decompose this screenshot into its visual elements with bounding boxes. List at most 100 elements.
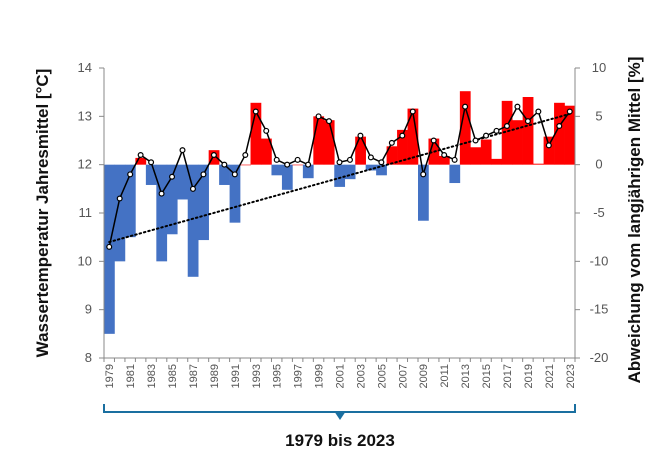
bar — [491, 158, 503, 165]
temperature-point — [545, 142, 552, 149]
x-tick-label: 2013 — [460, 364, 472, 388]
y-right-tick-label: -20 — [590, 350, 609, 365]
y-left-tick-label: 9 — [85, 302, 92, 317]
bar — [281, 164, 293, 190]
temperature-point — [472, 137, 479, 144]
x-tick-label: 2005 — [376, 364, 388, 388]
temperature-point — [231, 171, 238, 178]
y-left-tick-label: 8 — [85, 350, 92, 365]
temperature-point — [284, 161, 291, 168]
bar — [418, 164, 429, 221]
bar — [344, 164, 356, 180]
bar — [470, 147, 482, 165]
temperature-point — [430, 137, 437, 144]
bar — [135, 157, 147, 165]
temperature-point — [148, 159, 155, 166]
x-tick-label: 1981 — [125, 364, 137, 388]
y-left-tick-label: 13 — [78, 108, 92, 123]
bar — [271, 164, 283, 176]
temperature-point — [409, 108, 416, 115]
y-left-tick-label: 10 — [78, 253, 92, 268]
temperature-point — [367, 154, 374, 161]
x-tick-label: 1983 — [146, 364, 158, 388]
bar — [156, 164, 168, 262]
temperature-point — [106, 243, 113, 250]
temperature-point — [336, 159, 343, 166]
bar — [543, 136, 555, 165]
x-tick-label: 1987 — [188, 364, 200, 388]
x-tick-label: 2003 — [355, 364, 367, 388]
temperature-point — [441, 152, 448, 159]
temperature-point — [179, 147, 186, 154]
x-tick-label: 1997 — [293, 364, 305, 388]
bar — [166, 164, 178, 235]
period-label: 1979 bis 2023 — [285, 431, 395, 450]
x-tick-label: 2001 — [335, 364, 347, 388]
bracket-pointer-icon — [334, 411, 346, 420]
x-tick-label: 2021 — [544, 364, 556, 388]
x-tick-label: 2009 — [418, 364, 430, 388]
temperature-point — [137, 152, 144, 159]
bar — [302, 164, 314, 179]
bar — [250, 102, 262, 165]
x-tick-label: 2017 — [502, 364, 514, 388]
bar — [365, 164, 377, 171]
y-left-tick-label: 14 — [78, 60, 92, 75]
temperature-point — [189, 185, 196, 192]
temperature-point — [451, 156, 458, 163]
x-tick-label: 2007 — [397, 364, 409, 388]
y-axis-left-title: Wassertemperatur Jahresmittel [°C] — [33, 69, 52, 358]
temperature-point — [556, 122, 563, 129]
tick-labels: 8 9 10 11 12 13 14 -20 -15 -10 -5 0 5 10 1979 1981 1983 1… — [78, 60, 609, 388]
temperature-point — [378, 159, 385, 166]
bar — [459, 91, 471, 165]
temperature-point — [566, 108, 573, 115]
temperature-point — [200, 171, 207, 178]
x-tick-label: 1989 — [209, 364, 221, 388]
bar — [323, 120, 335, 165]
bar — [438, 155, 450, 165]
x-tick-label: 2023 — [565, 364, 577, 388]
bar — [564, 105, 576, 165]
bar — [554, 102, 565, 165]
period-bracket — [103, 404, 576, 420]
bracket-line — [103, 404, 576, 413]
temperature-point — [315, 113, 322, 120]
temperature-point — [273, 156, 280, 163]
x-tick-label: 2019 — [523, 364, 535, 388]
bar — [313, 116, 325, 165]
y-right-tick-label: 0 — [595, 157, 602, 172]
bar — [533, 163, 544, 165]
bar — [480, 139, 492, 165]
temperature-point — [346, 156, 353, 163]
y-right-tick-label: -10 — [590, 253, 609, 268]
trend-line-group — [108, 112, 571, 243]
bar — [355, 136, 366, 165]
temperature-point — [242, 152, 249, 159]
temperature-point — [483, 132, 490, 139]
bar — [522, 97, 534, 165]
temperature-line-group — [106, 103, 573, 250]
temperature-point — [158, 190, 165, 197]
y-right-tick-label: 10 — [592, 60, 606, 75]
temperature-point — [127, 171, 134, 178]
temperature-point — [493, 127, 500, 134]
y-right-tick-label: -15 — [590, 302, 609, 317]
bar — [145, 164, 157, 185]
y-right-tick-label: -5 — [593, 205, 605, 220]
bar — [219, 164, 230, 185]
bar — [386, 146, 398, 165]
bar — [407, 108, 419, 165]
temperature-point — [169, 173, 176, 180]
y-right-tick-label: 5 — [595, 108, 602, 123]
bar — [334, 164, 346, 187]
bar — [512, 120, 523, 165]
y-axis-right-title: Abweichung vom langjährigen Mittel [%] — [625, 57, 644, 384]
temperature-point — [252, 108, 259, 115]
bar — [292, 164, 304, 166]
x-tick-label: 1985 — [167, 364, 179, 388]
bar — [397, 129, 408, 165]
temperature-point — [210, 152, 217, 159]
x-tick-label: 1979 — [104, 364, 116, 388]
